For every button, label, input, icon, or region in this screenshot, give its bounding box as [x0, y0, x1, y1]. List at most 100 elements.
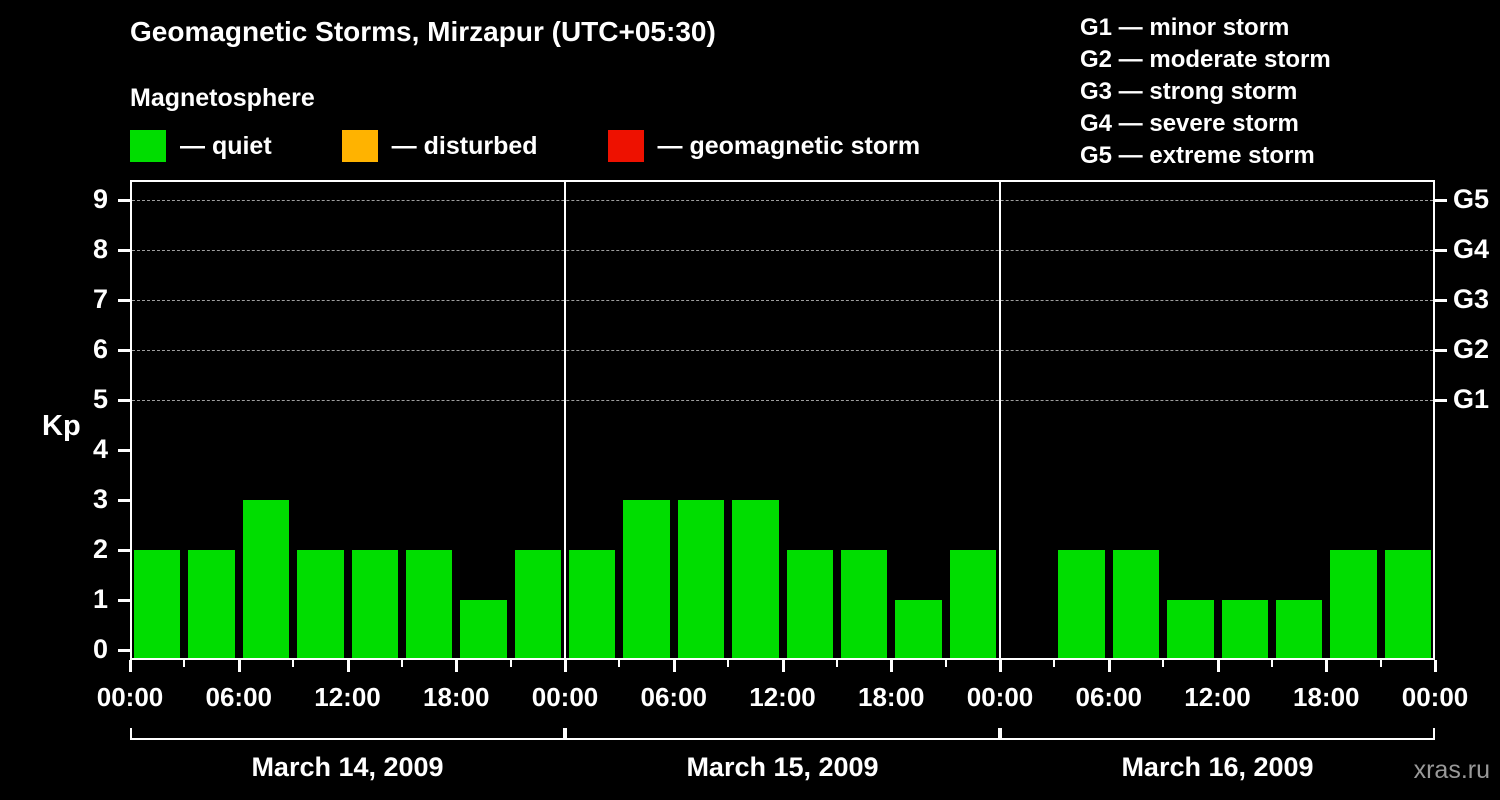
legend-label: — disturbed: [391, 131, 538, 160]
y-axis-tick: [118, 349, 130, 352]
y-axis-tick: [118, 199, 130, 202]
x-axis-tick: [346, 660, 350, 672]
day-bracket: [1000, 728, 1435, 740]
x-axis-label: 12:00: [1184, 682, 1251, 712]
kp-bar: [134, 550, 181, 658]
kp-bar: [1221, 600, 1268, 658]
x-axis-tick: [944, 660, 947, 667]
gridline: [132, 400, 1433, 401]
day-bracket-tick: [563, 728, 565, 738]
storm-scale-legend: G1 — minor storm G2 — moderate storm G3 — …: [1080, 12, 1331, 172]
x-axis-label: 12:00: [314, 682, 381, 712]
x-axis-tick: [292, 660, 295, 667]
g-axis-tick: [1435, 199, 1447, 202]
gridline: [132, 350, 1433, 351]
y-axis-label: 2: [92, 534, 108, 564]
kp-bar: [623, 500, 670, 658]
day-bracket: [130, 728, 565, 740]
x-axis-tick: [1379, 660, 1382, 667]
kp-bar: [351, 550, 398, 658]
storm-scale-item: G2 — moderate storm: [1080, 46, 1331, 73]
x-axis-label: 18:00: [858, 682, 925, 712]
day-bracket-tick: [565, 728, 567, 738]
day-bracket-tick: [1433, 728, 1435, 738]
x-axis-label: 00:00: [1401, 682, 1469, 712]
y-axis-label: 3: [92, 484, 108, 514]
kp-bar: [786, 550, 833, 658]
y-axis-label: 4: [92, 434, 108, 464]
x-axis-label: 00:00: [96, 682, 164, 712]
x-axis-tick: [781, 660, 785, 672]
legend-item: — geomagnetic storm: [607, 130, 921, 162]
y-axis-tick: [118, 549, 130, 552]
day-bracket-tick: [130, 728, 132, 738]
x-axis-label: 12:00: [749, 682, 816, 712]
kp-bar: [1167, 600, 1214, 658]
g-axis-label: G5: [1453, 184, 1490, 214]
x-axis-tick: [237, 660, 241, 672]
g-axis-label: G2: [1453, 334, 1490, 364]
g-axis-tick: [1435, 399, 1447, 402]
kp-bar: [732, 500, 779, 658]
storm-scale-item: G3 — strong storm: [1080, 78, 1298, 105]
kp-bar: [1112, 550, 1160, 658]
day-date-label: March 15, 2009: [686, 752, 879, 782]
day-date-label: March 16, 2009: [1121, 752, 1314, 782]
x-axis-label: 00:00: [966, 682, 1034, 712]
legend-item: — quiet: [130, 130, 272, 162]
magnetosphere-label: Magnetosphere: [130, 84, 315, 112]
kp-bar: [949, 550, 996, 658]
gridline: [132, 250, 1433, 251]
x-axis-tick: [455, 660, 459, 672]
x-axis-tick: [1107, 660, 1111, 672]
y-axis-label: 1: [92, 584, 108, 614]
y-axis-label: 7: [92, 284, 108, 314]
x-axis-tick: [672, 660, 676, 672]
legend-swatch-disturbed: [341, 130, 378, 162]
kp-bar: [840, 550, 888, 658]
y-axis-tick: [118, 299, 130, 302]
watermark: xras.ru: [1413, 756, 1490, 784]
legend-swatch-quiet: [130, 130, 166, 162]
legend-label: — quiet: [180, 131, 272, 160]
kp-bar: [405, 550, 453, 658]
legend-item: — disturbed: [341, 130, 538, 162]
kp-bar: [297, 550, 344, 658]
x-axis-tick: [400, 660, 403, 667]
kp-bar: [1275, 600, 1323, 658]
x-axis-label: 18:00: [1293, 682, 1360, 712]
plot-frame: [130, 180, 1435, 660]
day-divider: [999, 180, 1001, 660]
y-axis-label: 9: [92, 184, 108, 214]
storm-scale-item: G5 — extreme storm: [1080, 142, 1315, 169]
legend-label: — geomagnetic storm: [657, 131, 921, 160]
kp-bar: [677, 500, 725, 658]
legend-swatch-storm: [607, 130, 644, 162]
g-axis-label: G4: [1453, 234, 1490, 264]
x-axis-tick: [183, 660, 186, 667]
y-axis-label: 0: [92, 634, 108, 664]
y-axis-label: 6: [92, 334, 108, 364]
x-axis-label: 06:00: [1075, 682, 1143, 712]
chart-title: Geomagnetic Storms, Mirzapur (UTC+05:30): [130, 16, 716, 47]
y-axis-tick: [118, 249, 130, 252]
g-axis-tick: [1435, 349, 1447, 352]
day-divider: [564, 180, 566, 660]
kp-bar: [514, 550, 561, 658]
gridline: [132, 200, 1433, 201]
x-axis-label: 06:00: [640, 682, 708, 712]
y-axis-label: 5: [92, 384, 108, 414]
x-axis-tick: [564, 660, 567, 672]
y-axis-label: 8: [92, 234, 108, 264]
kp-bar: [1058, 550, 1105, 658]
kp-bar: [1384, 550, 1431, 658]
kp-bar: [188, 550, 235, 658]
day-bracket: [565, 728, 1000, 740]
x-axis-tick: [727, 660, 730, 667]
gridline: [132, 300, 1433, 301]
x-axis-tick: [1162, 660, 1165, 667]
kp-bar: [242, 500, 290, 658]
storm-scale-item: G4 — severe storm: [1080, 110, 1299, 137]
x-axis-tick: [618, 660, 621, 667]
